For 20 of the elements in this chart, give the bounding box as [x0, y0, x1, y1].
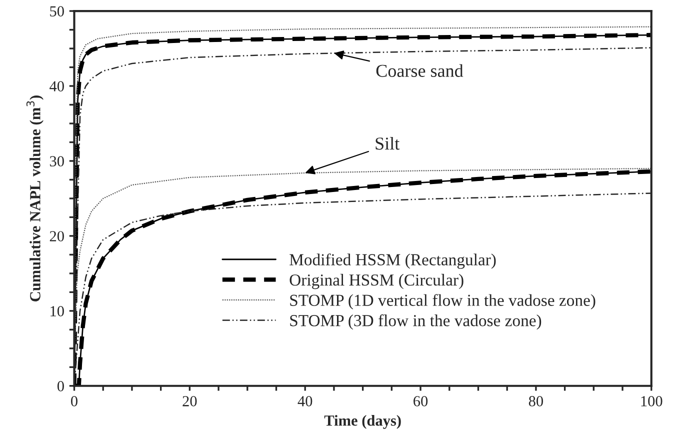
y-tick-label: 0	[57, 381, 64, 392]
x-tick-label: 40	[298, 396, 312, 406]
legend-label: STOMP (1D vertical flow in the vadose zone)	[290, 294, 596, 310]
x-tick-label: 100	[641, 396, 662, 406]
x-tick-label: 20	[182, 396, 197, 406]
x-tick-label: 0	[71, 396, 78, 406]
legend-label: Modified HSSM (Rectangular)	[290, 253, 496, 269]
x-axis-title: Time (days)	[324, 415, 401, 429]
y-tick-label: 50	[50, 6, 64, 16]
x-tick-label: 60	[414, 396, 428, 406]
y-axis-title: Cumulative NAPL volume (m$^{3}$)	[26, 96, 44, 302]
y-tick-label: 40	[50, 81, 64, 92]
y-tick-label: 20	[50, 231, 64, 242]
y-tick-label: 10	[50, 306, 64, 316]
legend-label: STOMP (3D flow in the vadose zone)	[290, 314, 542, 330]
annotation: Coarse sand	[376, 64, 464, 77]
x-tick-label: 80	[528, 396, 544, 406]
legend-label: Original HSSM (Circular)	[290, 274, 464, 290]
y-tick-label: 30	[50, 156, 64, 166]
annotation: Silt	[376, 136, 400, 150]
